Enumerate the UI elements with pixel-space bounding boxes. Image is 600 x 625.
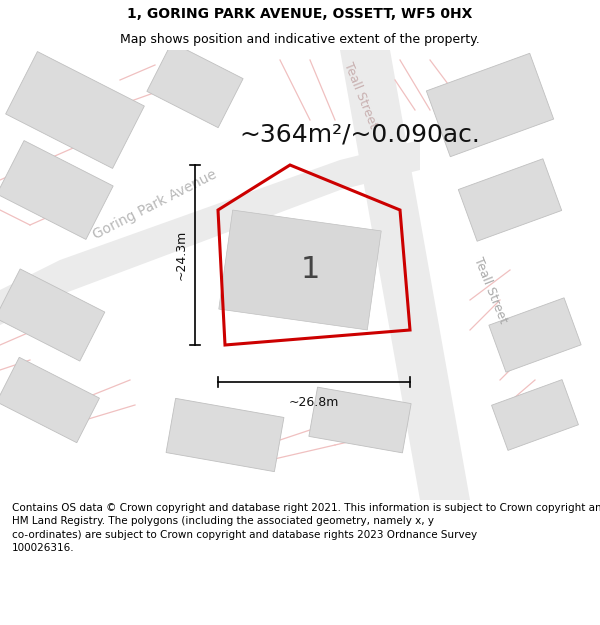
Text: Map shows position and indicative extent of the property.: Map shows position and indicative extent…: [120, 32, 480, 46]
Text: 1: 1: [301, 256, 320, 284]
Polygon shape: [309, 387, 411, 453]
Polygon shape: [489, 298, 581, 372]
Polygon shape: [166, 398, 284, 472]
Polygon shape: [0, 141, 113, 239]
Polygon shape: [0, 140, 420, 325]
Polygon shape: [458, 159, 562, 241]
Polygon shape: [0, 269, 105, 361]
Polygon shape: [147, 42, 243, 127]
Text: ~364m²/~0.090ac.: ~364m²/~0.090ac.: [239, 123, 481, 147]
Text: 1, GORING PARK AVENUE, OSSETT, WF5 0HX: 1, GORING PARK AVENUE, OSSETT, WF5 0HX: [127, 7, 473, 21]
Text: ~24.3m: ~24.3m: [175, 230, 187, 280]
Polygon shape: [427, 53, 554, 157]
Text: Teall Street: Teall Street: [341, 60, 379, 130]
Text: Goring Park Avenue: Goring Park Avenue: [91, 168, 219, 242]
Polygon shape: [5, 52, 145, 168]
Text: ~26.8m: ~26.8m: [289, 396, 339, 409]
Polygon shape: [219, 210, 381, 330]
Polygon shape: [0, 357, 100, 442]
Polygon shape: [340, 50, 470, 500]
Text: Contains OS data © Crown copyright and database right 2021. This information is : Contains OS data © Crown copyright and d…: [12, 503, 600, 552]
Polygon shape: [491, 379, 578, 451]
Text: Teall Street: Teall Street: [471, 255, 509, 325]
